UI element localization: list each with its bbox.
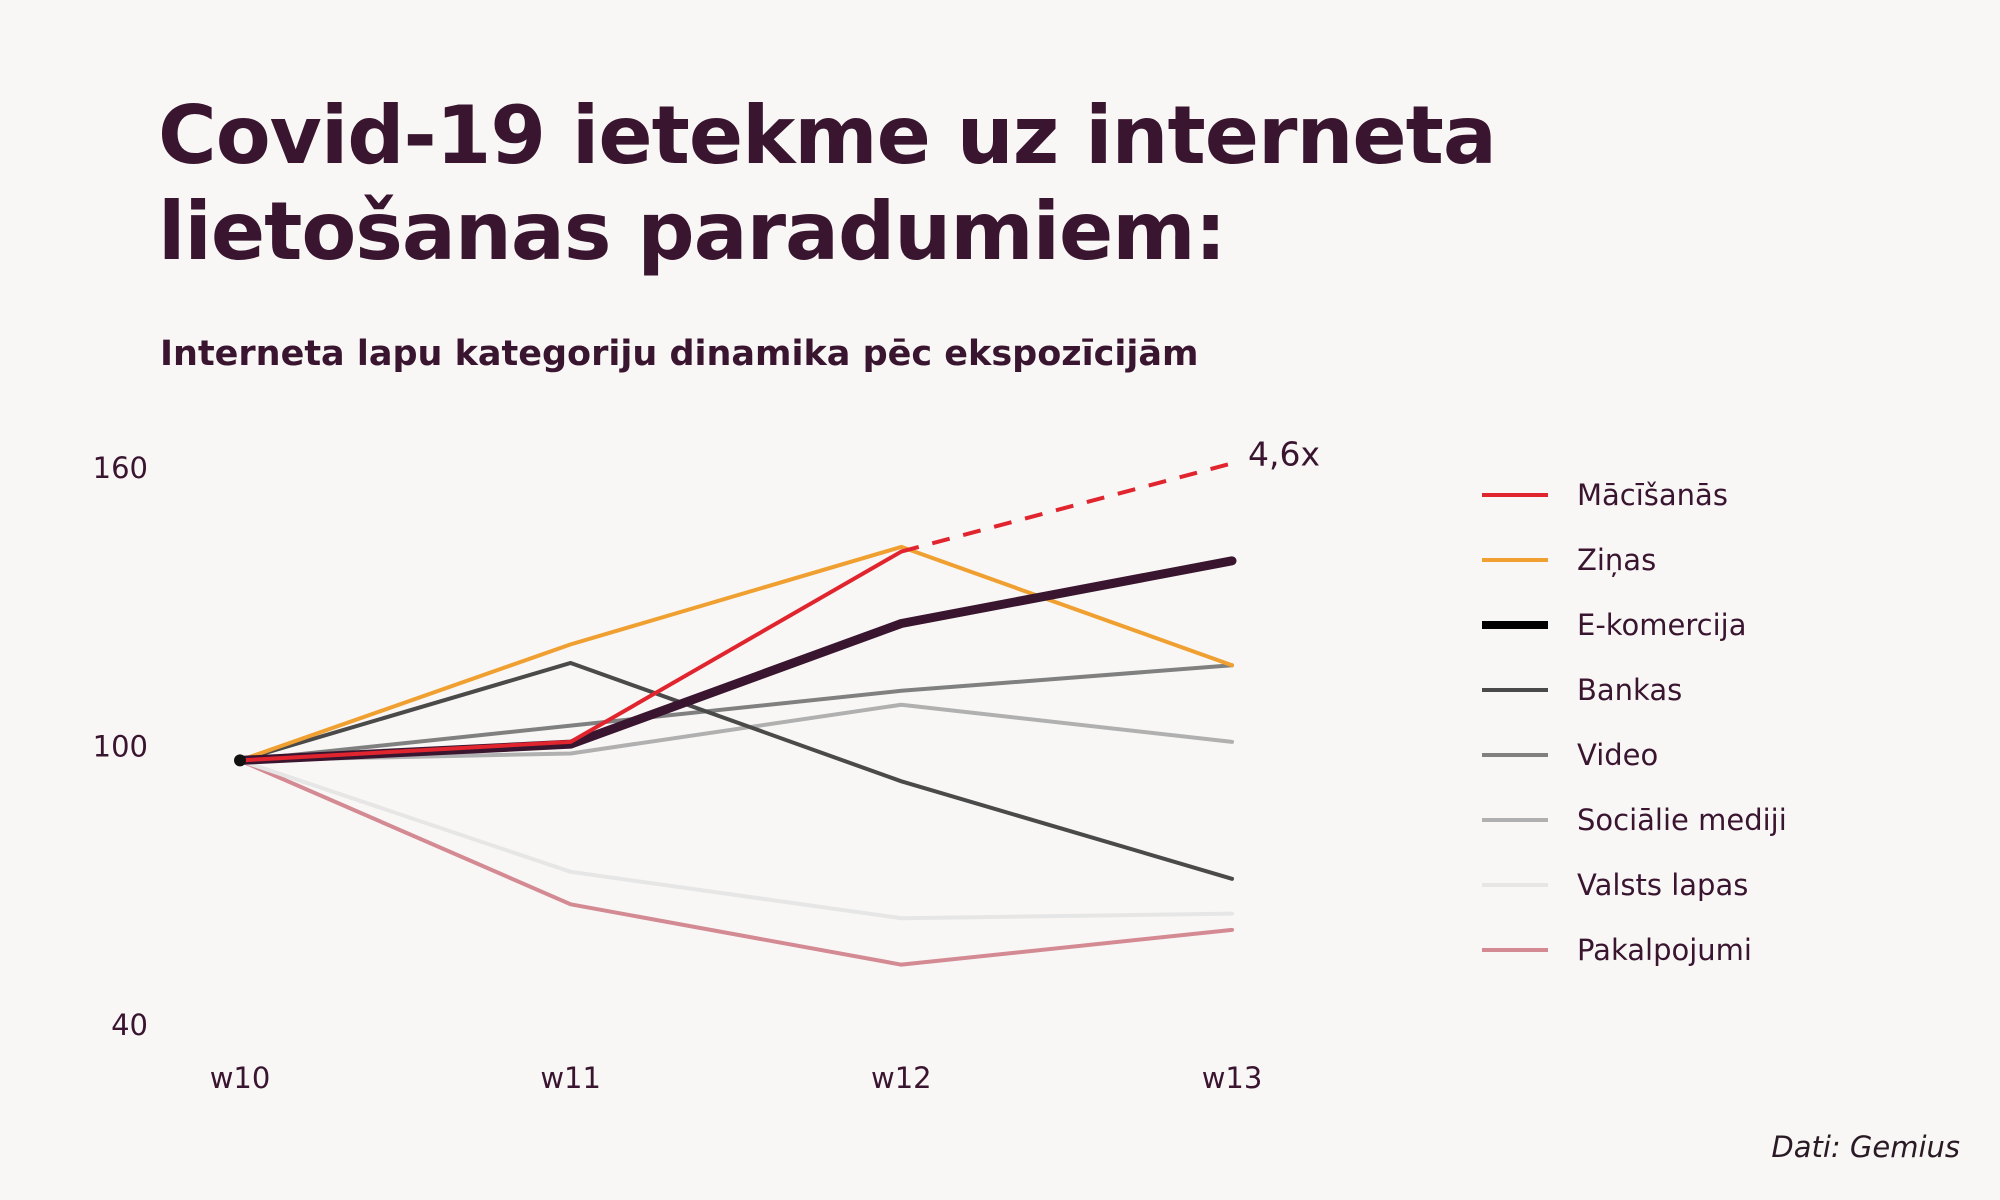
series-line-pakalpojumi [238,758,1234,967]
chart-legend: Mācīšanās Ziņas E-komercija Bankas Video Soci… [1482,462,1787,982]
legend-swatch [1482,620,1548,629]
chart-title-line-2: lietošanas paradumiem: [158,185,1227,278]
y-tick-label: 40 [111,1008,148,1042]
y-tick-label: 160 [93,451,148,485]
series-line-bankas [238,660,1234,881]
x-axis-ticks: w10 w11 w12 w13 [210,1061,1263,1095]
legend-swatch [1482,947,1548,952]
legend-swatch [1482,882,1548,887]
legend-swatch [1482,752,1548,757]
x-tick-label: w13 [1202,1061,1263,1095]
source-note: Dati: Gemius [1771,1130,1960,1164]
legend-label: Ziņas [1577,542,1657,577]
legend-item-socialie-mediji: Sociālie mediji [1482,787,1787,852]
series-line-macisanas-dashed [900,461,1233,554]
chart-subtitle: Interneta lapu kategoriju dinamika pēc e… [160,334,1199,374]
series-line-video [238,663,1234,763]
x-tick-label: w11 [540,1061,601,1095]
legend-item-macisanas: Mācīšanās [1482,462,1787,527]
legend-label: Video [1577,737,1659,772]
legend-item-zinas: Ziņas [1482,527,1787,592]
legend-label: Mācīšanās [1577,477,1728,512]
legend-label: Sociālie mediji [1577,802,1787,837]
chart-annotations: 4,6x [1248,434,1320,473]
legend-item-e-komercija: E-komercija [1482,592,1787,657]
series-line-socialie-mediji [238,702,1234,763]
legend-label: E-komercija [1577,607,1747,642]
x-tick-label: w12 [871,1061,932,1095]
series-lines [234,461,1237,967]
start-point-marker [234,754,246,767]
series-line-valsts-lapas [238,758,1234,921]
x-tick-label: w10 [210,1061,271,1095]
series-line-zinas [238,544,1234,763]
chart-title-line-1: Covid-19 ietekme uz interneta [158,89,1497,182]
legend-item-pakalpojumi: Pakalpojumi [1482,917,1787,982]
y-tick-label: 100 [93,730,148,764]
legend-swatch [1482,687,1548,692]
series-line-macisanas [238,549,904,763]
legend-label: Valsts lapas [1577,867,1749,902]
legend-item-bankas: Bankas [1482,657,1787,722]
legend-item-video: Video [1482,722,1787,787]
legend-item-valsts-lapas: Valsts lapas [1482,852,1787,917]
legend-swatch [1482,557,1548,562]
annotation-label: 4,6x [1248,434,1320,473]
legend-swatch [1482,492,1548,497]
legend-label: Bankas [1577,672,1683,707]
chart-title: Covid-19 ietekme uz interneta lietošanas… [158,88,1658,280]
legend-swatch [1482,817,1548,822]
y-axis-ticks: 160 100 40 [93,451,148,1042]
legend-label: Pakalpojumi [1577,932,1752,967]
